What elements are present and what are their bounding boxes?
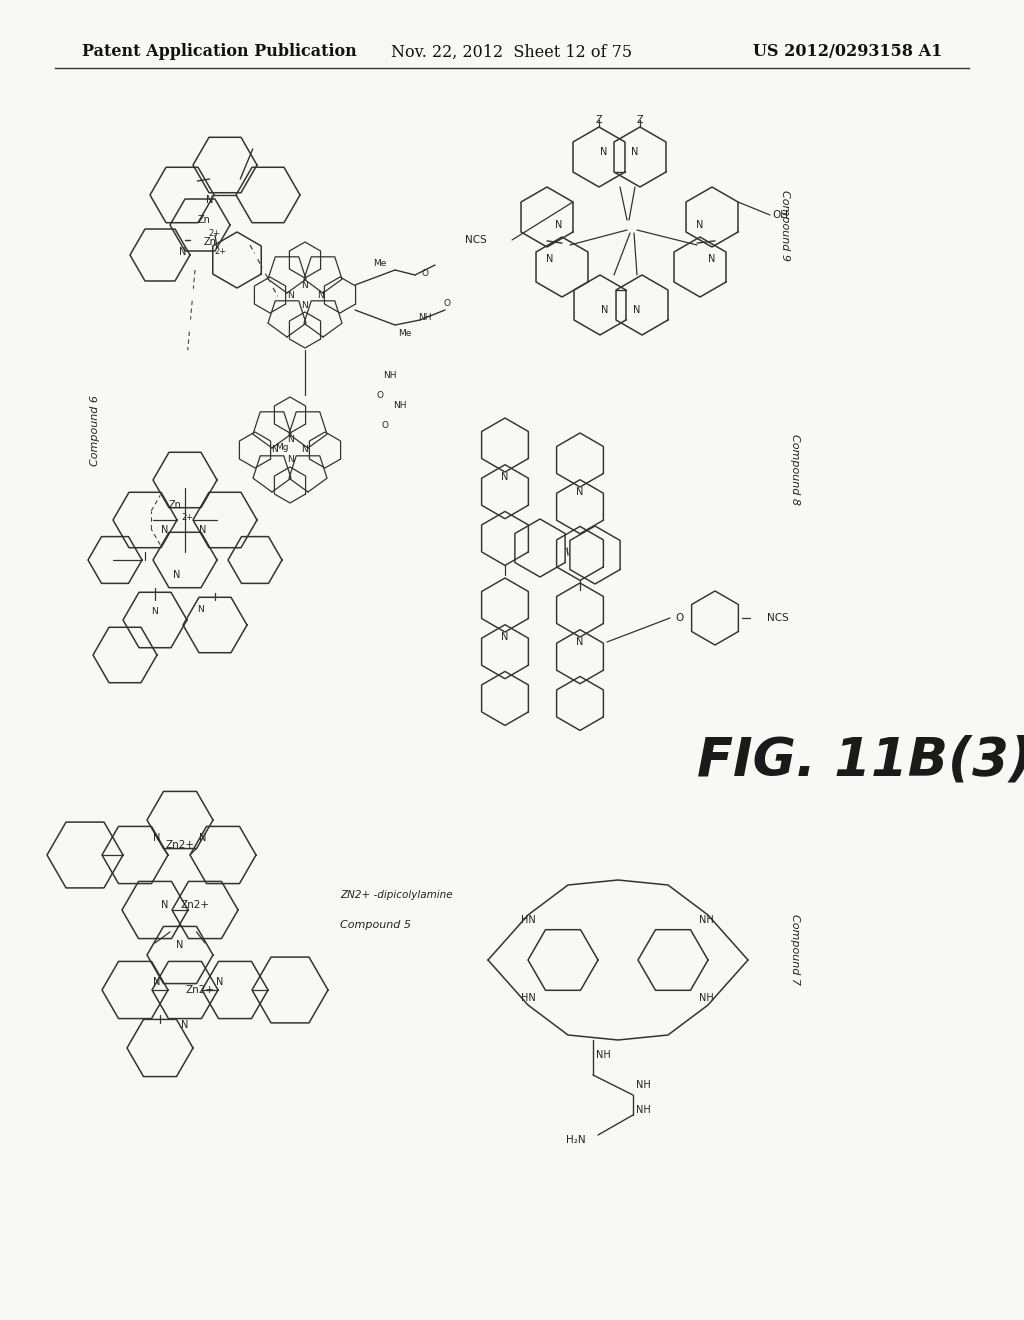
Text: Zn: Zn xyxy=(198,215,211,224)
Text: Compound 5: Compound 5 xyxy=(340,920,411,931)
Text: N: N xyxy=(200,525,207,535)
Text: HN: HN xyxy=(520,915,536,925)
Text: N: N xyxy=(162,525,169,535)
Text: N: N xyxy=(502,632,509,642)
Text: N: N xyxy=(302,301,308,309)
Text: N: N xyxy=(316,290,324,300)
Text: O: O xyxy=(422,268,428,277)
Text: N: N xyxy=(502,473,509,482)
Text: NH: NH xyxy=(393,400,407,409)
Text: N: N xyxy=(197,606,204,615)
Text: N: N xyxy=(633,305,641,315)
Text: NH: NH xyxy=(698,993,714,1003)
Text: O: O xyxy=(443,298,451,308)
Text: N: N xyxy=(601,305,608,315)
Text: N: N xyxy=(161,900,169,909)
Text: O: O xyxy=(676,612,684,623)
Text: US 2012/0293158 A1: US 2012/0293158 A1 xyxy=(753,44,942,61)
Text: OH: OH xyxy=(772,210,788,220)
Text: Compound 9: Compound 9 xyxy=(780,190,790,260)
Text: N: N xyxy=(577,487,584,498)
Text: N: N xyxy=(302,281,308,289)
Text: Zn2+: Zn2+ xyxy=(166,840,195,850)
Text: NH: NH xyxy=(636,1105,650,1115)
Text: N: N xyxy=(181,1020,188,1030)
Text: Compound 8: Compound 8 xyxy=(790,434,800,506)
Text: 2+: 2+ xyxy=(181,512,194,521)
Text: N: N xyxy=(287,455,293,465)
Text: O: O xyxy=(382,421,388,429)
Text: NCS: NCS xyxy=(767,612,788,623)
Text: Zn: Zn xyxy=(204,238,216,247)
Text: Compound 7: Compound 7 xyxy=(790,915,800,986)
Text: Nov. 22, 2012  Sheet 12 of 75: Nov. 22, 2012 Sheet 12 of 75 xyxy=(391,44,633,61)
Text: N: N xyxy=(206,195,214,205)
Text: NH: NH xyxy=(418,313,432,322)
Text: N: N xyxy=(547,253,554,264)
Text: N: N xyxy=(179,247,186,257)
Text: H₂N: H₂N xyxy=(566,1135,586,1144)
Text: NH: NH xyxy=(698,915,714,925)
Text: N: N xyxy=(632,147,639,157)
Text: N: N xyxy=(154,977,161,987)
Text: N: N xyxy=(176,940,183,950)
Text: O: O xyxy=(377,391,384,400)
Text: N: N xyxy=(271,446,279,454)
Text: Mg: Mg xyxy=(275,444,289,453)
Text: ZN2+ -dipicolylamine: ZN2+ -dipicolylamine xyxy=(340,890,453,900)
Text: NH: NH xyxy=(596,1049,610,1060)
Text: Me: Me xyxy=(374,259,387,268)
Text: N: N xyxy=(173,570,180,579)
Text: N: N xyxy=(302,446,308,454)
Text: Me: Me xyxy=(398,329,412,338)
Text: Zn2+: Zn2+ xyxy=(185,985,214,995)
Text: N: N xyxy=(555,220,562,230)
Text: N: N xyxy=(577,638,584,647)
Text: FIG. 11B(3): FIG. 11B(3) xyxy=(697,734,1024,785)
Text: N: N xyxy=(696,220,703,230)
Text: Z: Z xyxy=(596,115,602,125)
Text: Patent Application Publication: Patent Application Publication xyxy=(82,44,356,61)
Text: N: N xyxy=(287,290,293,300)
Text: 2+: 2+ xyxy=(214,248,226,256)
Text: Zn2+: Zn2+ xyxy=(180,900,210,909)
Text: N: N xyxy=(152,607,159,616)
Text: NCS: NCS xyxy=(465,235,487,246)
Text: NH: NH xyxy=(383,371,396,380)
Text: N: N xyxy=(287,436,293,445)
Text: Z: Z xyxy=(637,115,643,125)
Text: Zn: Zn xyxy=(169,500,181,510)
Text: NH: NH xyxy=(636,1080,650,1090)
Text: N: N xyxy=(600,147,607,157)
Text: N: N xyxy=(709,253,716,264)
Text: N: N xyxy=(200,833,207,843)
Text: Compound 6: Compound 6 xyxy=(90,395,100,466)
Text: N: N xyxy=(216,977,223,987)
Text: N: N xyxy=(154,833,161,843)
Text: HN: HN xyxy=(520,993,536,1003)
Text: 2+: 2+ xyxy=(208,228,220,238)
